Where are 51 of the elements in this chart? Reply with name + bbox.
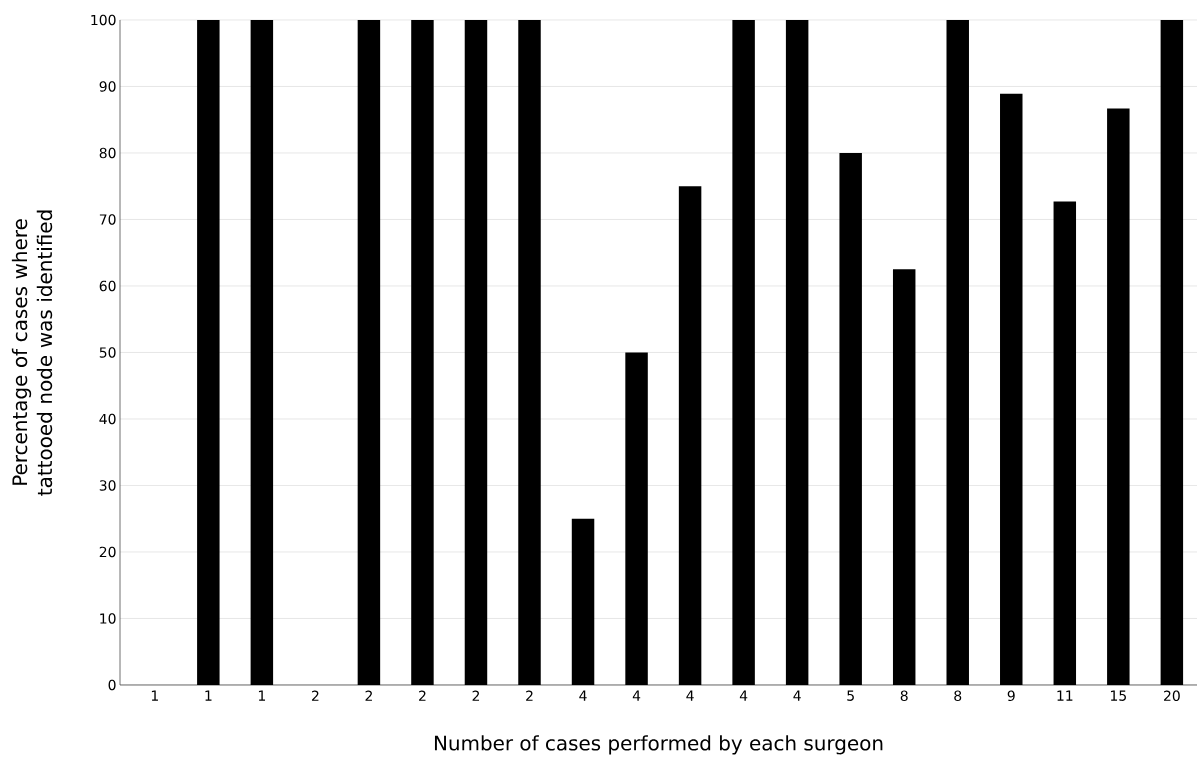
y-tick-label: 30: [99, 480, 116, 491]
x-tick-label: 4: [739, 690, 748, 701]
x-tick-label: 8: [900, 690, 908, 702]
bar: [464, 19, 488, 685]
x-tick-label: 11: [1057, 690, 1073, 701]
bar: [1160, 19, 1184, 685]
x-tick-label: 15: [1110, 690, 1126, 701]
bar: [785, 19, 809, 685]
x-tick-label: 2: [472, 690, 480, 701]
x-tick-label: 2: [526, 690, 533, 701]
bar: [197, 19, 220, 685]
y-tick-label: 60: [99, 280, 116, 292]
bar: [1053, 201, 1077, 685]
bar: [839, 152, 862, 685]
y-tick-label: 90: [99, 81, 116, 92]
y-tick-label: 0: [108, 679, 116, 691]
bar: [411, 19, 434, 685]
x-tick-label: 5: [847, 690, 854, 701]
x-tick-label: 20: [1163, 690, 1180, 702]
bar: [1000, 93, 1023, 685]
x-axis-title: Number of cases performed by each surgeon: [434, 735, 883, 755]
x-tick-label: 4: [632, 690, 641, 701]
y-tick-label: 50: [99, 347, 116, 358]
y-tick-label: 10: [100, 613, 116, 624]
y-axis-title: Percentage of cases where tattooed node was identified: [11, 210, 53, 496]
bar: [250, 19, 274, 685]
x-tick-label: 4: [686, 690, 694, 701]
x-tick-label: 4: [793, 690, 801, 701]
bar: [732, 19, 755, 685]
x-tick-label: 4: [579, 690, 587, 701]
bar: [1107, 108, 1130, 685]
bar: [518, 19, 541, 685]
bar: [357, 19, 381, 685]
x-tick-label: 2: [311, 690, 319, 701]
bar: [625, 352, 648, 685]
y-tick-label: 80: [99, 147, 116, 159]
y-tick-label: 20: [99, 546, 116, 558]
bar: [678, 186, 702, 685]
x-tick-label: 1: [151, 690, 158, 701]
x-tick-label: 2: [419, 690, 426, 701]
bar: [892, 269, 916, 685]
bar: [571, 518, 595, 685]
y-tick-label: 100: [91, 14, 116, 26]
bar: [946, 19, 969, 685]
x-tick-label: 1: [258, 690, 266, 701]
x-tick-label: 8: [954, 690, 962, 702]
x-tick-label: 9: [1007, 690, 1015, 702]
x-tick-label: 1: [205, 690, 212, 701]
y-tick-label: 70: [99, 214, 116, 225]
y-tick-label: 40: [99, 413, 116, 425]
x-tick-label: 2: [365, 690, 372, 701]
